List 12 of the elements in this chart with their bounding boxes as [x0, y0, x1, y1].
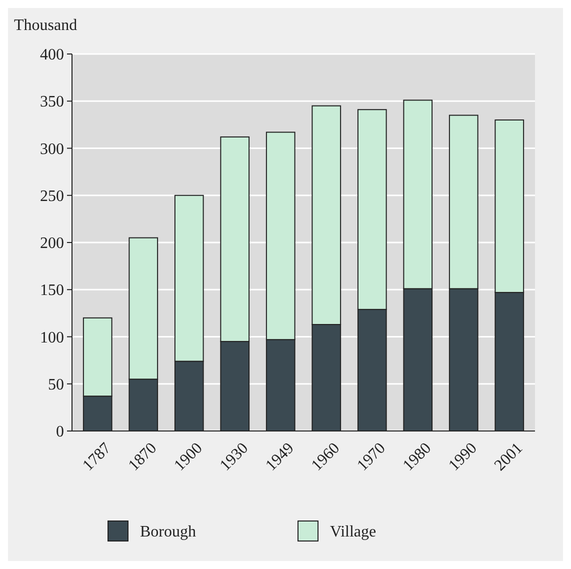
legend-label: Borough	[140, 524, 196, 541]
y-tick-label: 50	[48, 376, 64, 394]
y-tick-label: 150	[40, 282, 64, 300]
y-tick-label: 0	[56, 424, 64, 441]
y-tick-label: 100	[40, 329, 64, 346]
y-tick-label: 350	[40, 94, 64, 111]
y-tick-label: 250	[40, 188, 64, 205]
y-tick-label: 400	[40, 46, 64, 64]
legend-label: Village	[330, 524, 376, 541]
y-axis-title: Thousand	[14, 17, 78, 34]
y-tick-label: 200	[40, 235, 64, 252]
y-tick-label: 300	[40, 140, 64, 158]
